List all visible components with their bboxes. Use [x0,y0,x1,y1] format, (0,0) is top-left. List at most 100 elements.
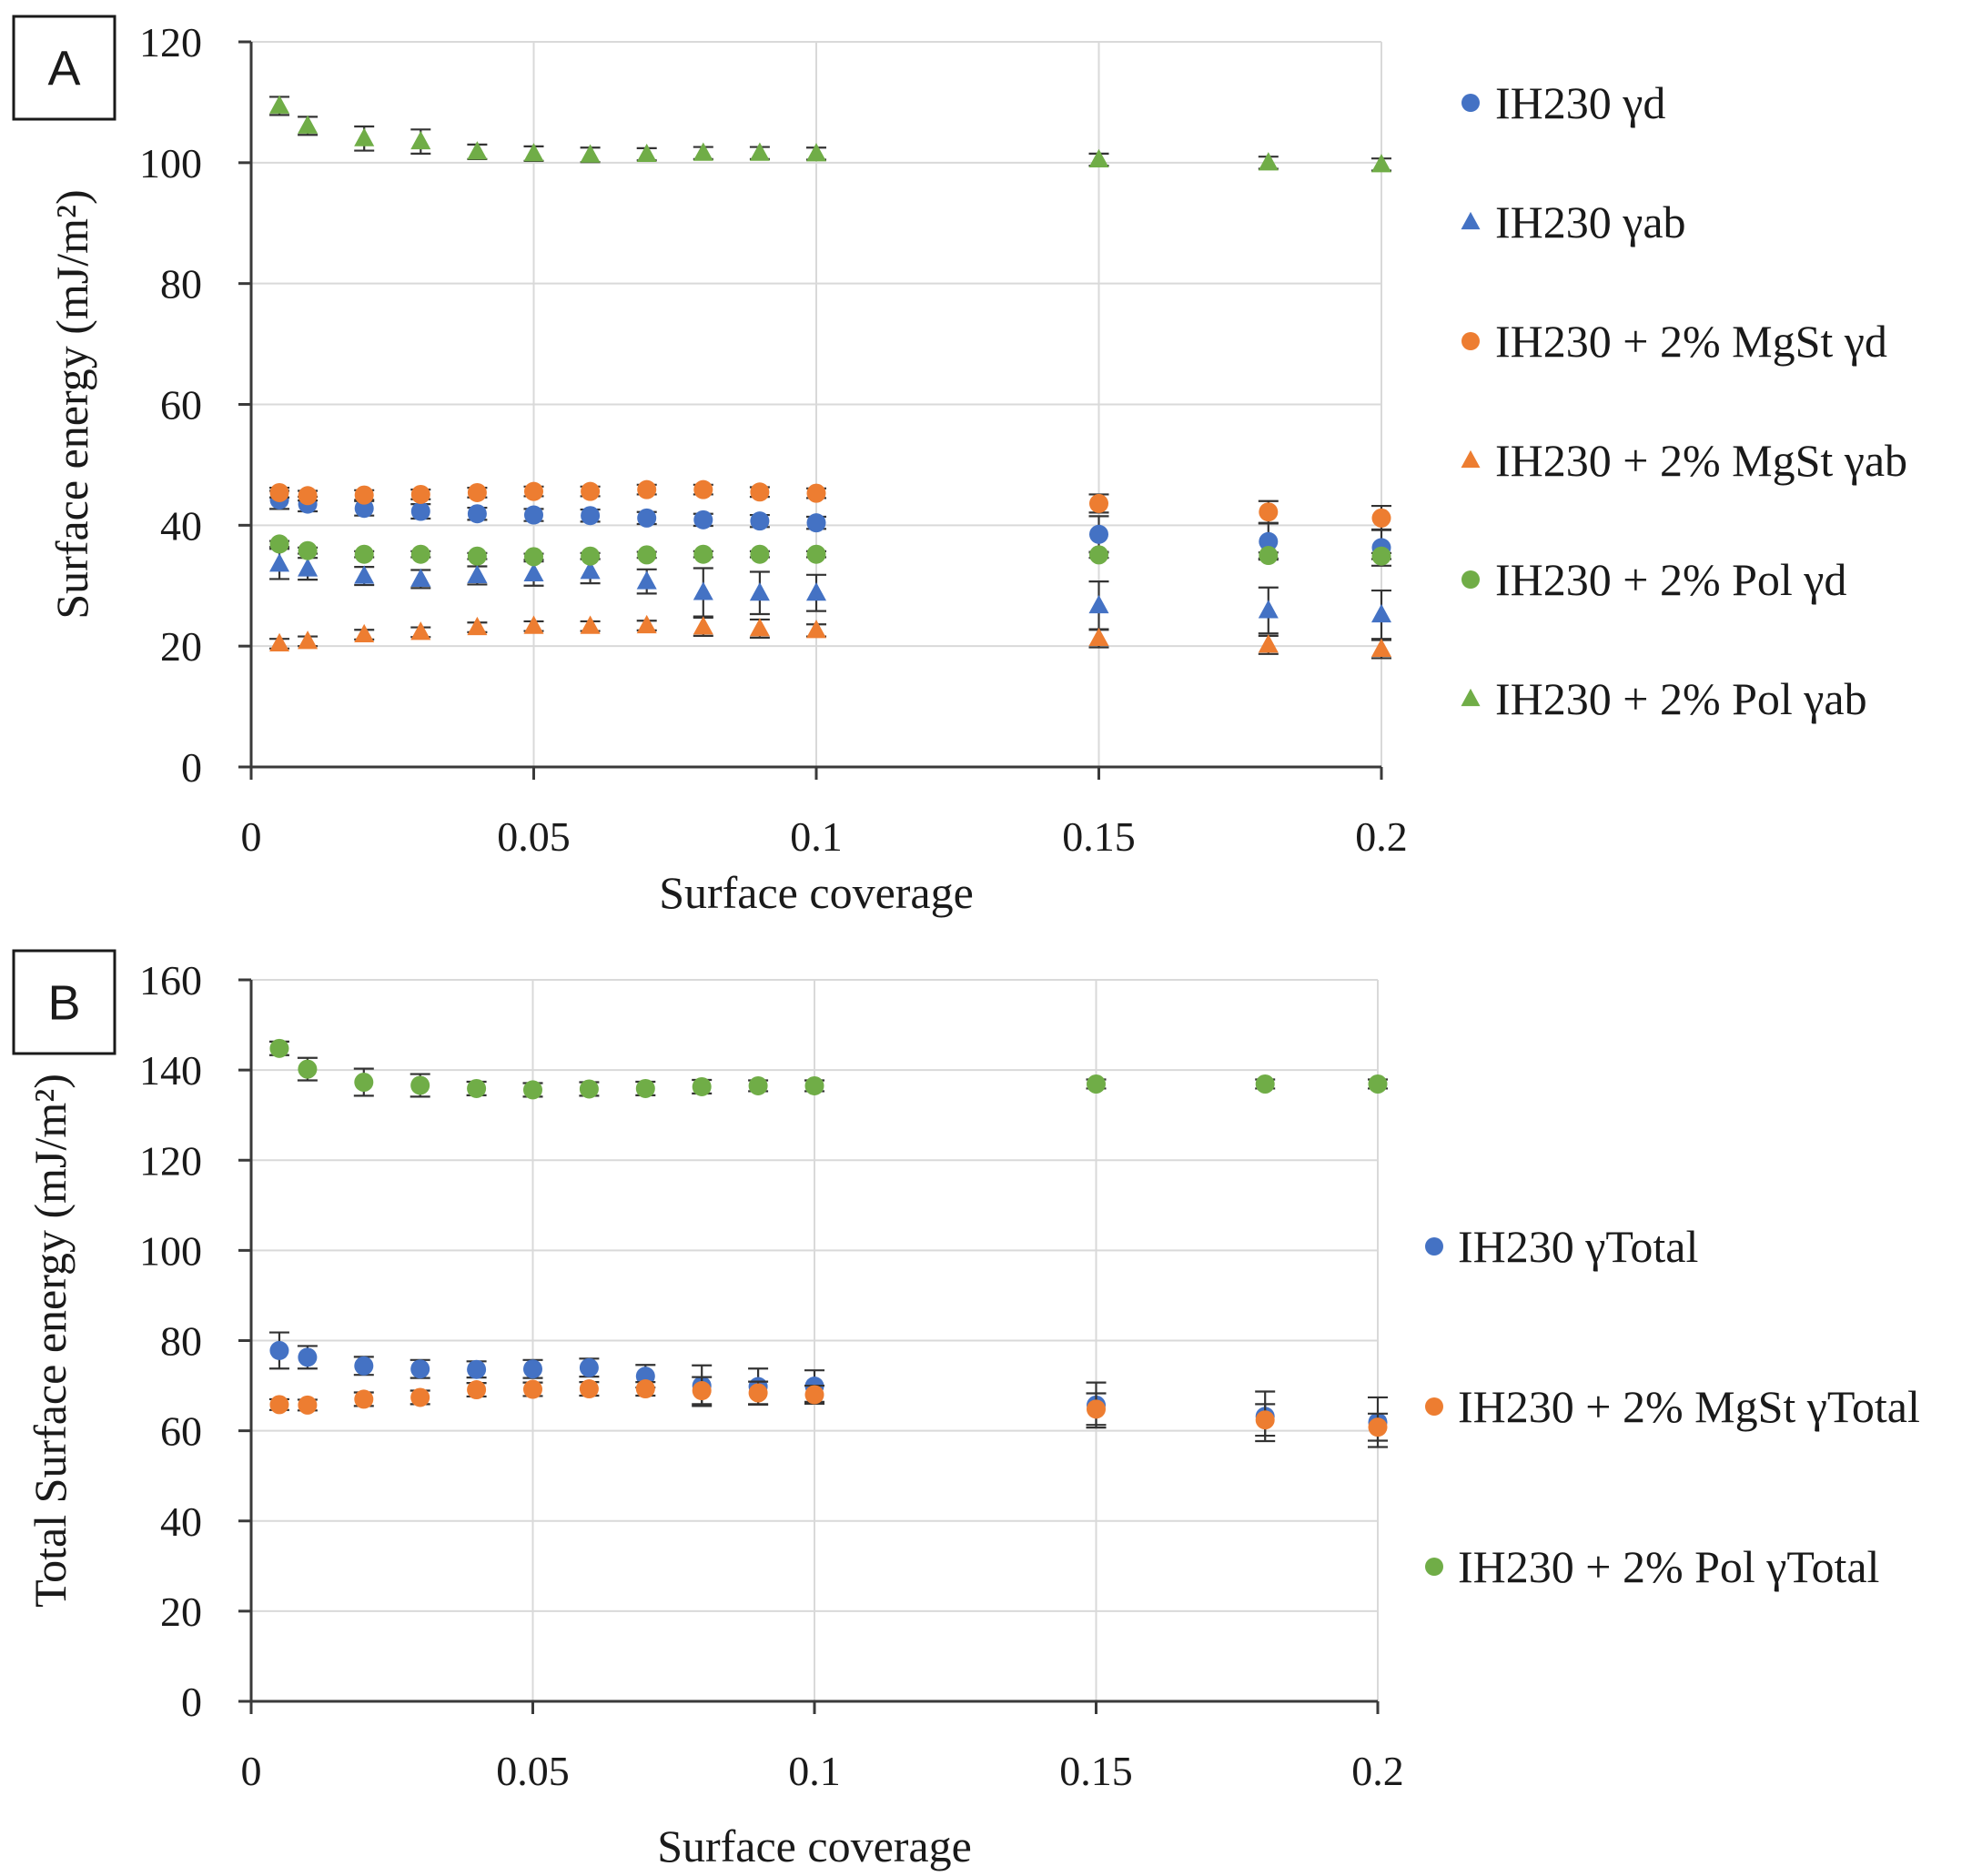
data-point [1371,508,1391,528]
legend-label: IH230 γab [1495,197,1686,247]
data-point [693,142,713,161]
data-point [467,1359,487,1379]
data-point [636,570,657,590]
data-point [410,1359,430,1379]
data-point [1258,152,1279,171]
data-point [410,568,431,587]
data-point [1259,531,1279,551]
data-point [636,614,657,634]
y-tick-label: 120 [139,1137,202,1184]
data-point [467,564,488,583]
data-point [693,509,713,530]
data-point [693,479,713,499]
data-point [354,544,374,564]
data-point [1089,545,1108,565]
data-point [1258,600,1279,619]
panel-label: A [47,42,80,96]
x-tick-label: 0.1 [790,813,843,860]
legend-marker [1425,1397,1443,1416]
data-point [804,1075,824,1095]
x-axis-title: Surface coverage [659,867,974,918]
data-point [749,618,770,637]
data-point [269,95,290,114]
y-tick-label: 80 [160,261,202,308]
data-point [298,1059,318,1079]
x-axis-title: Surface coverage [657,1821,972,1871]
y-axis-title: Surface energy (mJ/m²) [46,189,97,619]
data-point [298,558,319,577]
y-tick-label: 20 [160,1589,202,1635]
data-point [637,479,657,499]
data-point [635,1379,655,1399]
data-point [1087,1399,1106,1419]
data-point [410,501,430,521]
data-point [805,582,827,601]
series-4 [269,614,1392,660]
data-point [523,143,544,162]
data-point [523,1080,542,1100]
data-point [298,1395,318,1415]
series-1 [268,1331,1388,1448]
legend-label: IH230 + 2% Pol γab [1495,673,1867,724]
data-point [635,1078,655,1098]
y-tick-label: 0 [181,744,202,791]
x-tick-label: 0.15 [1059,1748,1133,1794]
data-point [806,544,826,564]
data-point [1089,493,1108,513]
data-point [269,1038,289,1058]
data-point [269,1395,289,1415]
data-point [693,544,713,564]
data-point [1255,1410,1275,1430]
data-point [693,616,713,635]
y-tick-label: 40 [160,502,202,549]
legend-label: IH230 + 2% Pol γTotal [1458,1541,1879,1592]
data-point [580,144,601,163]
data-point [1088,594,1109,614]
y-tick-label: 60 [160,1408,202,1455]
series-2 [269,548,1392,640]
data-point [410,544,430,564]
legend-label: IH230 + 2% MgSt γab [1495,435,1907,486]
data-point [523,615,544,634]
data-point [467,1078,487,1098]
x-tick-label: 0.15 [1062,813,1136,860]
data-point [580,560,601,580]
legend-marker [1461,449,1481,469]
data-point [298,540,318,560]
x-tick-label: 0 [241,1748,262,1794]
x-tick-label: 0.05 [497,813,571,860]
data-point [467,482,487,502]
panel-label-box [12,949,116,1055]
series-3 [269,479,1391,531]
data-point [524,505,543,525]
y-axis-title: Total Surface energy (mJ/m²) [25,1074,76,1608]
data-point [579,1079,599,1099]
y-tick-label: 20 [160,623,202,670]
y-tick-label: 100 [139,140,202,187]
data-point [354,499,374,519]
y-tick-label: 100 [139,1227,202,1274]
data-point [636,143,657,163]
data-point [693,581,713,600]
legend-label: IH230 + 2% MgSt γd [1495,316,1887,367]
data-point [298,115,319,134]
data-point [637,545,657,565]
x-tick-label: 0.2 [1351,1748,1404,1794]
data-point [805,143,827,162]
data-point [1370,638,1392,657]
data-point [579,1379,599,1399]
legend-marker [1425,1558,1443,1576]
y-tick-label: 120 [139,19,202,66]
series-2 [268,1376,1388,1442]
data-point [467,1380,487,1400]
data-point [1089,524,1108,544]
data-point [1088,148,1109,168]
data-point [1255,1074,1275,1094]
data-point [269,482,289,502]
data-point [1371,546,1391,566]
legend-marker [1461,332,1480,350]
data-point [410,1387,430,1407]
y-tick-label: 80 [160,1318,202,1365]
data-point [354,1073,374,1093]
data-point [410,130,431,150]
